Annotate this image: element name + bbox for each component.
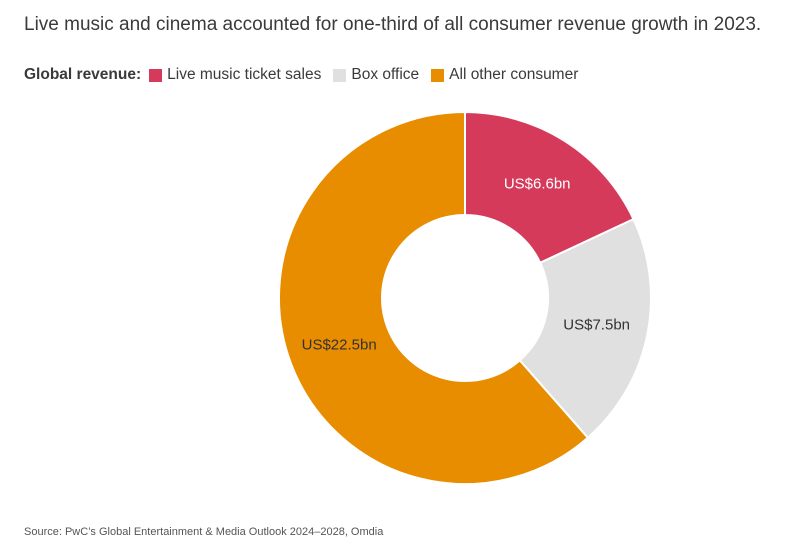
chart-legend: Global revenue: Live music ticket sales … — [24, 66, 590, 84]
legend-text-other-consumer: All other consumer — [449, 66, 579, 83]
slice-other-consumer — [278, 110, 590, 485]
legend-swatch-box-office — [333, 68, 347, 82]
source-note: Source: PwC’s Global Entertainment & Med… — [24, 526, 384, 538]
slice-label-other-consumer: US$22.5bn — [302, 336, 377, 353]
legend-item-live-music: Live music ticket sales — [149, 66, 321, 84]
slice-box-office — [518, 217, 652, 440]
legend-swatch-other-consumer — [431, 68, 445, 82]
legend-item-box-office: Box office — [333, 66, 419, 84]
legend-label: Global revenue: — [24, 66, 142, 83]
legend-text-live-music: Live music ticket sales — [167, 66, 322, 83]
slice-label-box-office: US$7.5bn — [563, 316, 630, 333]
legend-swatch-live-music — [149, 68, 163, 82]
slice-label-live-music: US$6.6bn — [504, 175, 571, 192]
slice-live-music — [464, 110, 635, 265]
legend-text-box-office: Box office — [351, 66, 420, 83]
legend-item-other-consumer: All other consumer — [431, 66, 578, 84]
chart-title: Live music and cinema accounted for one-… — [24, 14, 762, 35]
